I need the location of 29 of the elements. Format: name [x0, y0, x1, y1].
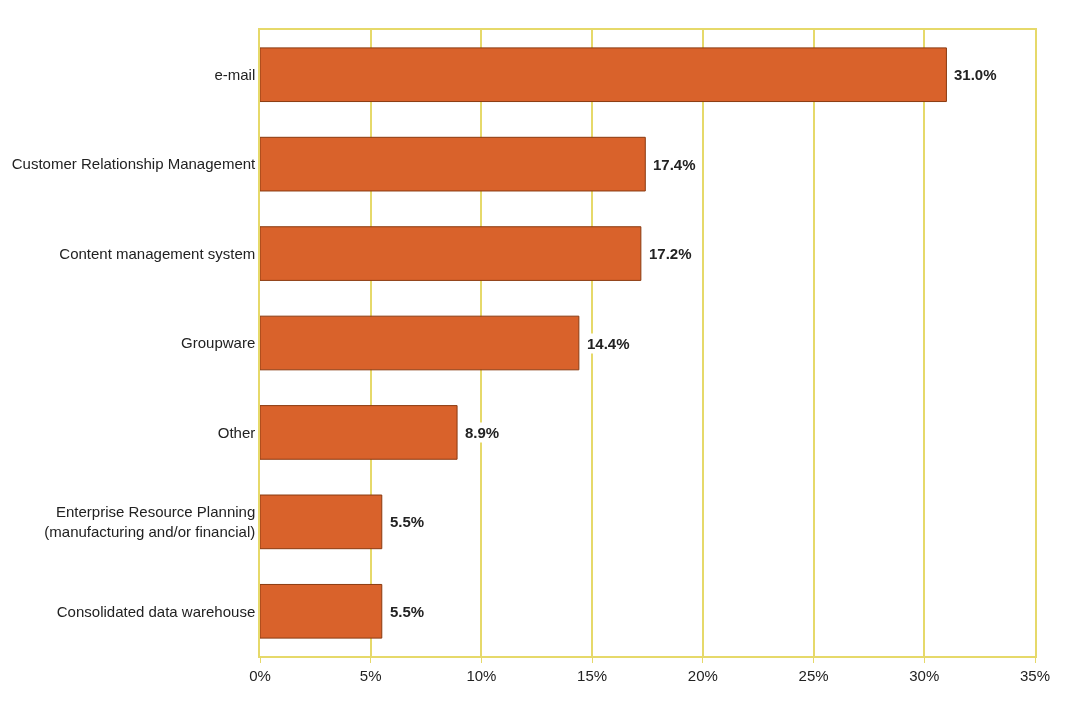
x-tick-label: 25%: [798, 666, 829, 684]
data-label: 17.2%: [649, 245, 692, 262]
y-tick-label: Consolidated data warehouse: [56, 602, 256, 620]
x-tick-label: 15%: [577, 666, 608, 684]
x-tick-label: 10%: [466, 666, 497, 684]
y-tick-label: Groupware: [181, 334, 256, 352]
data-label: 17.4%: [653, 156, 696, 173]
bar: [260, 494, 383, 550]
y-tick-label: Customer Relationship Management: [11, 155, 257, 173]
bar: [260, 47, 947, 103]
y-tick-label: Content management system: [59, 244, 256, 262]
bar: [260, 405, 458, 460]
y-tick-label: e-mail: [214, 65, 256, 83]
y-tick-label: Other: [217, 423, 256, 441]
bar: [260, 583, 383, 639]
x-tick-label: 30%: [909, 666, 940, 684]
bar: [260, 315, 580, 371]
bar: [260, 136, 646, 192]
x-tick-label: 20%: [687, 666, 718, 684]
y-tick-label: Enterprise Resource Planning (manufacturing and/or financial): [44, 503, 256, 540]
x-tick-label: 35%: [1019, 666, 1051, 684]
x-tick-label: 5%: [359, 666, 382, 684]
data-label: 14.4%: [587, 335, 630, 352]
bar: [260, 226, 642, 281]
x-tick-label: 0%: [249, 666, 271, 684]
data-label: 5.5%: [390, 513, 425, 530]
data-label: 8.9%: [465, 424, 500, 441]
data-label: 31.0%: [954, 66, 997, 83]
data-label: 5.5%: [390, 603, 425, 620]
